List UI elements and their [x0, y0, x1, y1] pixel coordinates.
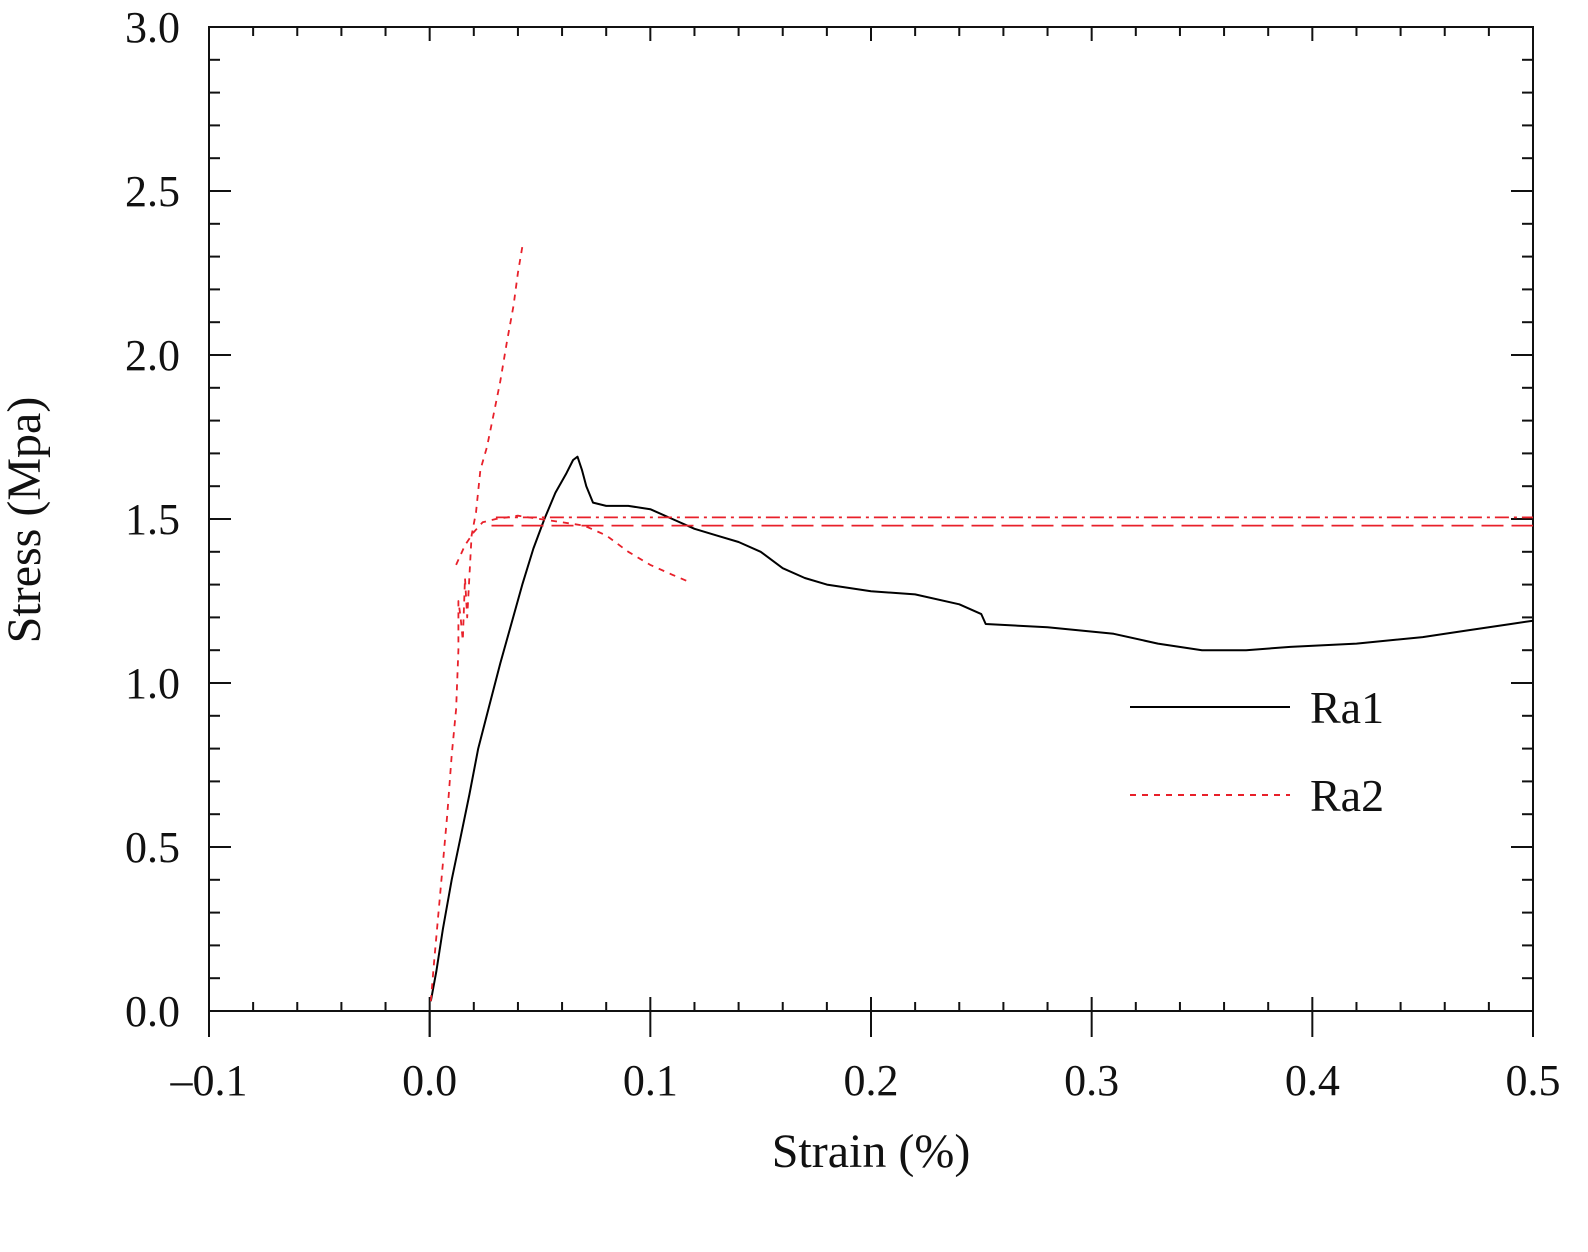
y-tick-label: 0.5 [125, 823, 180, 872]
x-tick-label: 0.2 [844, 1056, 899, 1105]
series-line-ref-2 [455, 514, 689, 583]
y-axis-title: Stress (Mpa) [0, 397, 51, 644]
series-layer [429, 246, 1534, 1002]
y-tick-label: 1.0 [125, 659, 180, 708]
y-tick-label: 2.5 [125, 167, 180, 216]
legend: Ra1 Ra2 [1130, 682, 1384, 821]
axes: –0.1 0.0 0.1 0.2 0.3 0.4 0.5 0.0 0.5 1.0 1.5 2.0 2.5… [125, 3, 1561, 1105]
y-tick-label: 2.0 [125, 331, 180, 380]
legend-label-ra2: Ra2 [1310, 770, 1384, 821]
x-tick-label: 0.1 [623, 1056, 678, 1105]
legend-label-ra1: Ra1 [1310, 682, 1384, 733]
x-tick-label: 0.4 [1285, 1056, 1340, 1105]
series-line-ra1 [429, 455, 1534, 1002]
x-tick-label: –0.1 [170, 1056, 248, 1105]
series-line-ra2 [429, 246, 524, 1002]
y-tick-label: 0.0 [125, 987, 180, 1036]
y-tick-label: 1.5 [125, 495, 180, 544]
plot-frame [208, 26, 1534, 1012]
y-tick-label: 3.0 [125, 3, 180, 52]
x-tick-label: 0.3 [1064, 1056, 1119, 1105]
x-tick-label: 0.5 [1506, 1056, 1561, 1105]
x-axis-title: Strain (%) [772, 1125, 971, 1178]
x-tick-label: 0.0 [402, 1056, 457, 1105]
